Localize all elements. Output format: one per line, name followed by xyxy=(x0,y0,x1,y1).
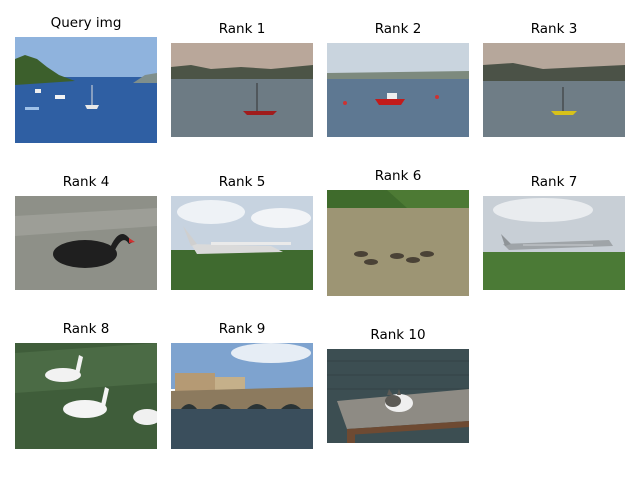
result-cell-rank-7: Rank 7 xyxy=(483,173,625,291)
result-label: Rank 7 xyxy=(530,174,578,190)
result-label: Rank 8 xyxy=(62,321,110,337)
result-cell-rank-5: Rank 5 xyxy=(171,173,313,291)
result-cell-rank-9: Rank 9 xyxy=(171,320,313,450)
result-label: Rank 5 xyxy=(218,174,266,190)
result-label: Rank 9 xyxy=(218,321,266,337)
result-image xyxy=(483,196,625,290)
result-label: Rank 6 xyxy=(374,168,422,184)
query-image xyxy=(15,37,157,143)
result-image xyxy=(15,196,157,290)
result-image xyxy=(171,343,313,449)
result-label: Rank 1 xyxy=(218,21,266,37)
query-cell: Query img xyxy=(15,14,157,144)
result-image xyxy=(327,190,469,296)
result-image xyxy=(483,43,625,137)
result-image xyxy=(171,43,313,137)
result-label: Rank 10 xyxy=(370,327,426,343)
result-label: Rank 3 xyxy=(530,21,578,37)
result-image xyxy=(327,349,469,443)
result-image xyxy=(171,196,313,290)
result-image xyxy=(15,343,157,449)
result-label: Rank 2 xyxy=(374,21,422,37)
result-label: Rank 4 xyxy=(62,174,110,190)
result-cell-rank-2: Rank 2 xyxy=(327,20,469,138)
result-cell-rank-10: Rank 10 xyxy=(327,326,469,444)
result-image xyxy=(327,43,469,137)
result-cell-rank-6: Rank 6 xyxy=(327,167,469,297)
query-label: Query img xyxy=(50,15,122,31)
result-cell-rank-1: Rank 1 xyxy=(171,20,313,138)
result-cell-rank-3: Rank 3 xyxy=(483,20,625,138)
result-cell-rank-4: Rank 4 xyxy=(15,173,157,291)
result-cell-rank-8: Rank 8 xyxy=(15,320,157,450)
